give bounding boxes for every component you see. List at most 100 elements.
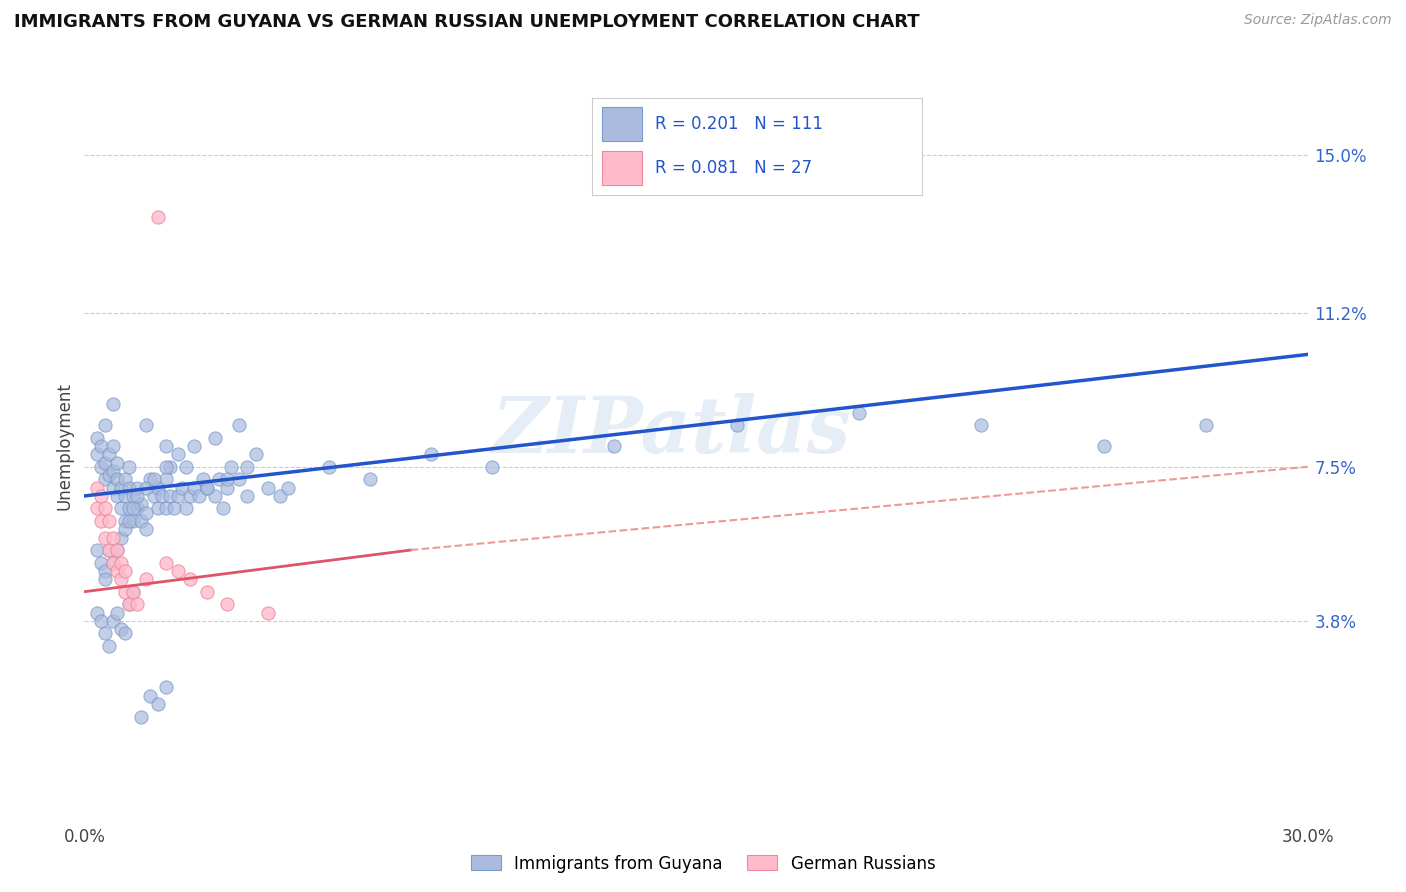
Point <box>142 489 165 503</box>
Point <box>146 697 169 711</box>
Point <box>318 459 340 474</box>
Point <box>236 489 259 503</box>
Point <box>90 459 112 474</box>
Point <box>105 456 128 470</box>
Point <box>725 418 748 433</box>
Point <box>90 556 112 570</box>
Point <box>90 514 112 528</box>
Point <box>101 556 124 570</box>
Point <box>191 472 214 486</box>
Point <box>118 597 141 611</box>
Point <box>603 439 626 453</box>
Point <box>277 481 299 495</box>
Point <box>90 489 112 503</box>
Point <box>101 531 124 545</box>
Point <box>183 481 205 495</box>
Point <box>122 489 145 503</box>
Point <box>228 418 250 433</box>
Point <box>167 489 190 503</box>
Point <box>97 543 120 558</box>
Point <box>86 447 108 461</box>
Point <box>187 489 209 503</box>
Point <box>208 472 231 486</box>
Point <box>105 543 128 558</box>
Point <box>127 501 149 516</box>
Point <box>131 709 153 723</box>
Point <box>101 397 124 411</box>
Point <box>110 481 132 495</box>
Point <box>86 501 108 516</box>
Point <box>142 472 165 486</box>
Point <box>110 556 132 570</box>
Point <box>135 506 157 520</box>
Point <box>114 514 136 528</box>
Point <box>110 501 132 516</box>
Legend: Immigrants from Guyana, German Russians: Immigrants from Guyana, German Russians <box>464 848 942 880</box>
Point <box>204 489 226 503</box>
Point <box>114 626 136 640</box>
Point <box>93 501 115 516</box>
Point <box>105 564 128 578</box>
Point <box>86 543 108 558</box>
Point <box>93 472 115 486</box>
Point <box>122 514 145 528</box>
Text: IMMIGRANTS FROM GUYANA VS GERMAN RUSSIAN UNEMPLOYMENT CORRELATION CHART: IMMIGRANTS FROM GUYANA VS GERMAN RUSSIAN… <box>14 13 920 31</box>
Point <box>114 489 136 503</box>
Point <box>212 501 235 516</box>
Point <box>236 459 259 474</box>
Point <box>118 481 141 495</box>
Point <box>93 531 115 545</box>
Point <box>86 481 108 495</box>
Point <box>127 597 149 611</box>
Point <box>90 614 112 628</box>
Point <box>174 501 197 516</box>
Point <box>146 210 169 224</box>
Point <box>93 626 115 640</box>
Point <box>167 564 190 578</box>
Point <box>86 606 108 620</box>
Point <box>195 584 218 599</box>
Point <box>110 622 132 636</box>
Point <box>93 456 115 470</box>
Point <box>257 481 280 495</box>
Y-axis label: Unemployment: Unemployment <box>55 382 73 510</box>
Point <box>172 481 194 495</box>
Point <box>97 468 120 483</box>
Point <box>174 459 197 474</box>
Point <box>138 472 160 486</box>
Point <box>97 639 120 653</box>
Point <box>101 556 124 570</box>
Point <box>970 418 993 433</box>
Point <box>97 447 120 461</box>
Point <box>217 597 239 611</box>
Point <box>93 418 115 433</box>
Point <box>114 472 136 486</box>
Point <box>245 447 267 461</box>
Point <box>179 489 201 503</box>
Point <box>101 439 124 453</box>
Point <box>155 459 177 474</box>
Point <box>167 447 190 461</box>
Point <box>131 514 153 528</box>
Point <box>122 584 145 599</box>
Point <box>127 489 149 503</box>
Point <box>155 501 177 516</box>
Point <box>93 564 115 578</box>
Point <box>118 597 141 611</box>
Point <box>155 439 177 453</box>
Point <box>101 481 124 495</box>
Point <box>359 472 381 486</box>
Point <box>135 522 157 536</box>
Point <box>122 501 145 516</box>
Point <box>110 572 132 586</box>
Point <box>228 472 250 486</box>
Point <box>122 584 145 599</box>
Point <box>118 459 141 474</box>
Point <box>150 489 173 503</box>
Point <box>105 606 128 620</box>
Point <box>257 606 280 620</box>
Point <box>101 464 124 478</box>
Point <box>138 689 160 703</box>
Point <box>155 681 177 695</box>
Point <box>195 481 218 495</box>
